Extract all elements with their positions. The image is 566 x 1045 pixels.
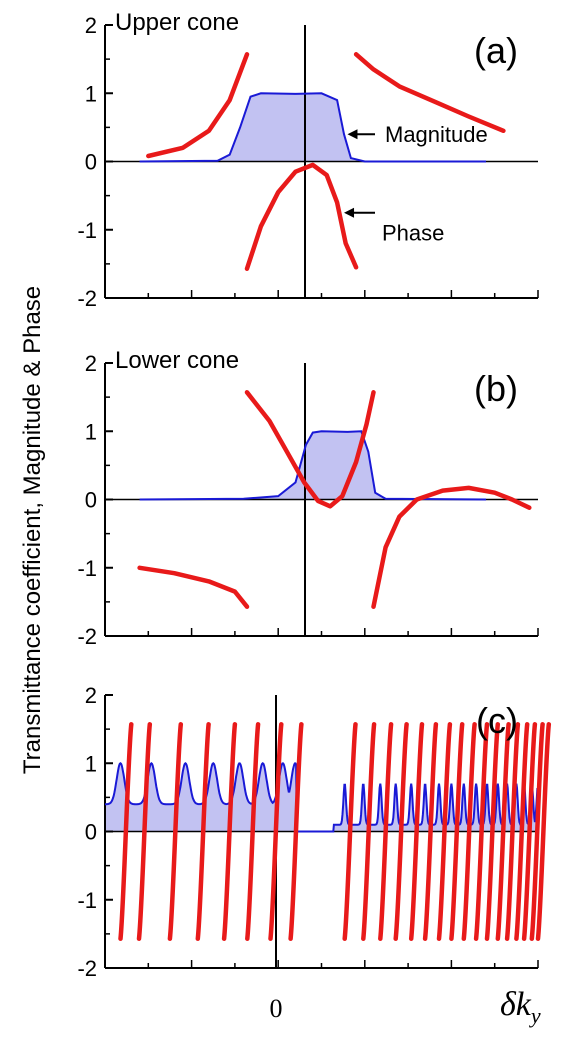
x-tick-label-zero: 0: [270, 994, 283, 1023]
y-tick-label: 0: [85, 150, 97, 175]
phase-curve: [529, 722, 545, 941]
phase-curve: [436, 722, 453, 941]
panel-a: 2 1 0 -1 -2 (a) Upper cone Magnitude Phase: [77, 9, 539, 311]
y-tick-label: 1: [85, 81, 97, 106]
phase-curve: [393, 722, 409, 941]
phase-curve: [245, 722, 261, 941]
phase-curve: [195, 722, 211, 941]
phase-curve: [268, 722, 284, 941]
magnitude-annotation: Magnitude: [385, 122, 488, 147]
phase-curve: [361, 722, 377, 941]
x-axis-label: δky: [500, 986, 541, 1028]
phase-curve: [371, 485, 532, 609]
phase-curve: [461, 722, 477, 941]
phase-curve: [167, 722, 184, 941]
phase-curve: [535, 722, 552, 941]
panel-title: Upper cone: [115, 9, 239, 36]
magnitude-fill: [139, 431, 487, 500]
phase-arrowhead: [344, 207, 355, 218]
y-tick-label: -2: [77, 286, 97, 311]
x-axis-label-main: δk: [500, 986, 532, 1023]
phase-curve: [484, 722, 501, 941]
y-tick-label: 1: [85, 419, 97, 444]
phase-curve: [422, 722, 439, 941]
phase-curve: [514, 722, 530, 941]
x-axis-label-sub: y: [529, 1003, 541, 1028]
magnitude-line: [139, 92, 486, 163]
y-tick-label: 2: [85, 13, 97, 38]
y-tick-label: -2: [77, 624, 97, 649]
phase-curve: [244, 162, 359, 271]
phase-curve: [288, 722, 304, 941]
phase-curve: [521, 722, 538, 941]
y-tick-label: 0: [85, 488, 97, 513]
phase-curve: [495, 722, 511, 941]
phase-curve: [408, 722, 425, 941]
phase-curve: [353, 52, 506, 134]
phase-curve: [342, 722, 358, 941]
panel-b: 2 1 0 -1 -2 (b) Lower cone: [77, 347, 539, 649]
y-tick-label: -1: [77, 556, 97, 581]
y-tick-label: -1: [77, 888, 97, 913]
y-tick-label: 2: [85, 351, 97, 376]
y-tick-label: 2: [85, 683, 97, 708]
panel-label: (c): [476, 700, 518, 741]
phase-annotation: Phase: [382, 221, 444, 246]
panel-label: (b): [474, 368, 518, 409]
phase-curve: [137, 565, 250, 609]
phase-curve: [504, 722, 521, 941]
phase-curve: [221, 722, 238, 941]
y-tick-label: 0: [85, 820, 97, 845]
magnitude-line: [139, 430, 487, 501]
y-axis-label: Transmittance coefficient, Magnitude & P…: [19, 286, 46, 774]
phase-curve: [118, 722, 134, 941]
phase-curve: [378, 722, 394, 941]
phase-curve: [136, 722, 153, 941]
panel-c: 2 1 0 -1 -2 (c): [77, 683, 552, 981]
panel-title: Lower cone: [115, 347, 239, 374]
y-tick-label: -1: [77, 218, 97, 243]
y-tick-label: -2: [77, 956, 97, 981]
phase-curve: [244, 390, 376, 509]
magnitude-fill: [139, 93, 487, 162]
magnitude-arrowhead: [347, 129, 358, 140]
magnitude-fill: [105, 763, 538, 832]
phase-curve: [146, 52, 250, 159]
phase-curve: [449, 722, 465, 941]
y-tick-label: 1: [85, 751, 97, 776]
panel-label: (a): [474, 30, 518, 71]
phase-curve: [473, 722, 490, 941]
